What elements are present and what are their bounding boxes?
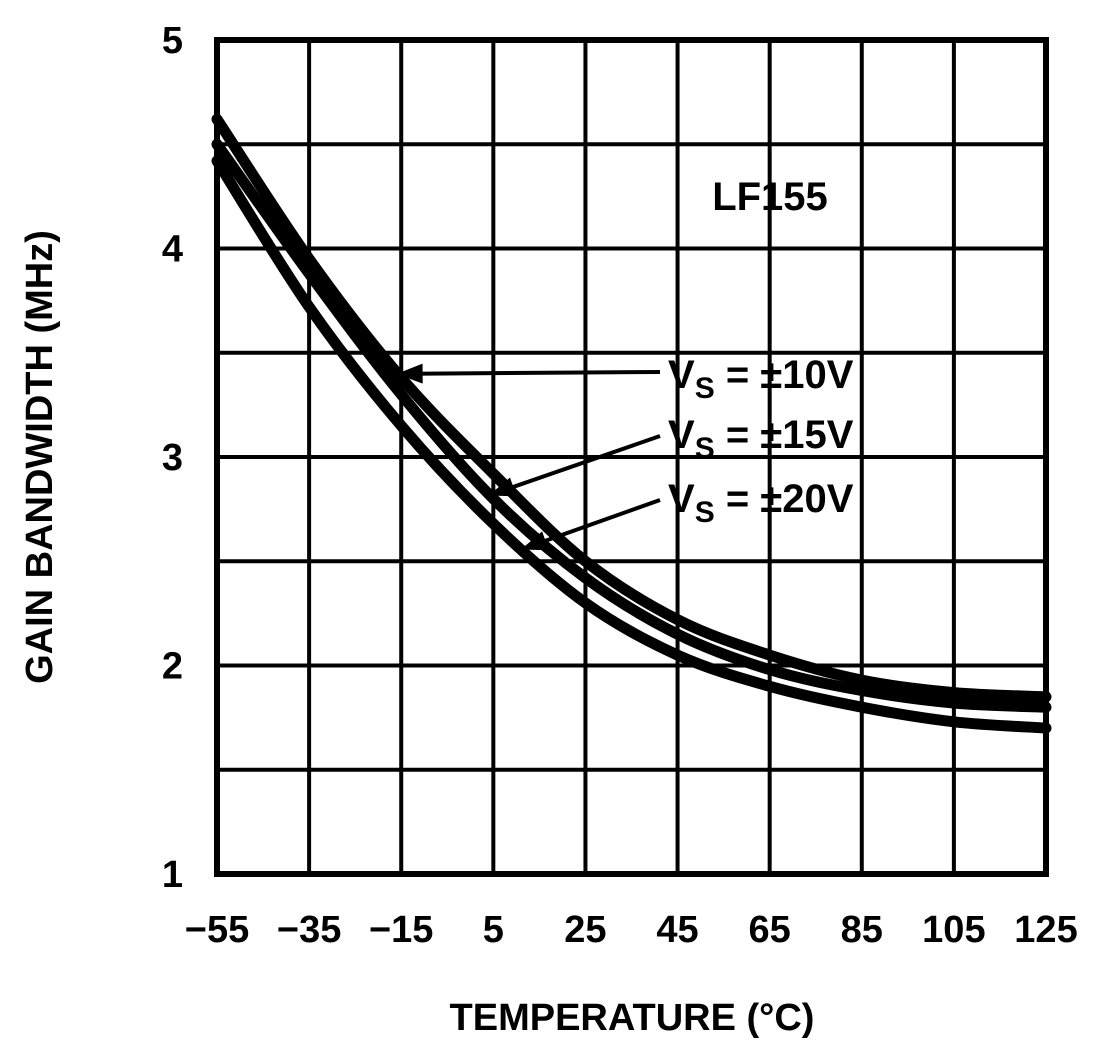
device-label: LF155 (712, 175, 828, 219)
vs-label-20v-prefix: V (668, 477, 695, 521)
vs-label-20v-sub: S (695, 496, 715, 529)
grid (217, 40, 1046, 874)
vs-label-15v-sub: S (695, 432, 715, 465)
x-tick-label: 85 (841, 909, 883, 951)
y-tick-labels: 1 2 3 4 5 (162, 20, 183, 896)
vs-label-20v: VS = ±20V (668, 477, 854, 529)
arrow-group (396, 363, 661, 552)
x-tick-label: 65 (749, 909, 791, 951)
x-tick-label: 45 (656, 909, 698, 951)
arrow-15v (488, 434, 661, 498)
x-tick-label: −15 (369, 909, 433, 951)
x-axis-title: TEMPERATURE (°C) (450, 997, 815, 1039)
arrow-10v-head (396, 363, 423, 384)
arrow-20v-head (520, 531, 549, 551)
x-tick-labels: −55 −35 −15 5 25 45 65 85 105 125 (185, 909, 1078, 951)
x-tick-label: 25 (564, 909, 606, 951)
y-tick-label: 1 (162, 854, 183, 896)
x-tick-label: 105 (922, 909, 985, 951)
arrow-10v (396, 370, 661, 376)
vs-label-15v-suffix: = ±15V (715, 413, 854, 457)
x-tick-label: −55 (185, 909, 249, 951)
vs-label-15v-prefix: V (668, 413, 695, 457)
series-line-10v (211, 113, 1052, 703)
y-tick-label: 2 (162, 646, 183, 688)
vs-label-20v-suffix: = ±20V (715, 477, 854, 521)
vs-label-10v-sub: S (695, 372, 715, 405)
vs-label-15v: VS = ±15V (668, 413, 854, 465)
vs-label-10v-prefix: V (668, 353, 695, 397)
vs-label-10v-suffix: = ±10V (715, 353, 854, 397)
y-axis-title: GAIN BANDWIDTH (MHz) (19, 230, 61, 684)
y-tick-label: 3 (162, 437, 183, 479)
vs-label-10v: VS = ±10V (668, 353, 854, 405)
series-line-15v (211, 138, 1052, 713)
x-tick-label: −35 (277, 909, 341, 951)
series-line-20v (211, 155, 1052, 734)
arrow-15v-head (488, 477, 517, 497)
y-tick-label: 5 (162, 20, 183, 62)
x-tick-label: 125 (1014, 909, 1077, 951)
series-group (211, 113, 1052, 734)
y-tick-label: 4 (162, 229, 183, 271)
x-tick-label: 5 (483, 909, 504, 951)
